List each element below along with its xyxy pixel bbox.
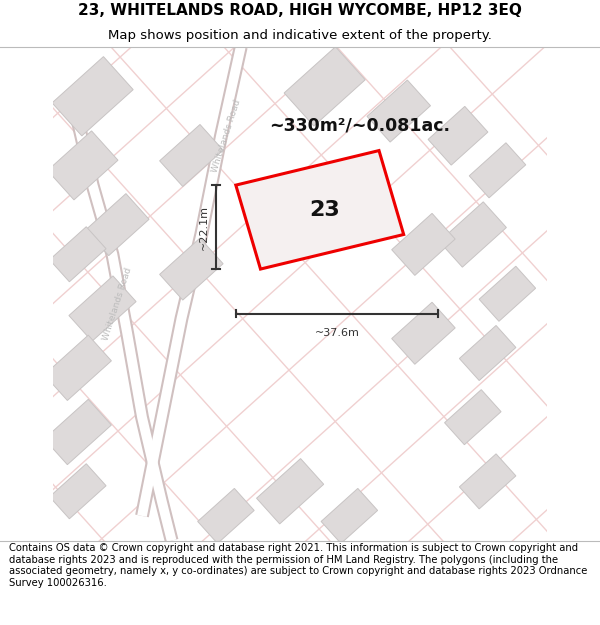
Text: 23: 23: [310, 200, 340, 220]
Polygon shape: [321, 488, 377, 544]
Polygon shape: [44, 335, 112, 401]
Text: ~22.1m: ~22.1m: [199, 204, 209, 249]
Text: ~37.6m: ~37.6m: [314, 328, 359, 338]
Polygon shape: [460, 454, 516, 509]
Text: 23, WHITELANDS ROAD, HIGH WYCOMBE, HP12 3EQ: 23, WHITELANDS ROAD, HIGH WYCOMBE, HP12 …: [78, 2, 522, 18]
Polygon shape: [197, 488, 254, 544]
Text: Whitelands Road: Whitelands Road: [210, 98, 242, 173]
Polygon shape: [479, 266, 536, 321]
Polygon shape: [44, 399, 112, 464]
Text: Whitelands Road: Whitelands Road: [101, 266, 133, 341]
Polygon shape: [428, 106, 488, 165]
Polygon shape: [160, 124, 223, 186]
Polygon shape: [439, 202, 506, 267]
Polygon shape: [47, 131, 118, 200]
Polygon shape: [160, 238, 223, 300]
Polygon shape: [236, 151, 404, 269]
Polygon shape: [284, 47, 365, 126]
Polygon shape: [86, 194, 149, 256]
Polygon shape: [445, 389, 501, 445]
Polygon shape: [469, 142, 526, 198]
Polygon shape: [367, 80, 430, 142]
Polygon shape: [392, 213, 455, 276]
Polygon shape: [69, 276, 136, 341]
Polygon shape: [50, 464, 106, 519]
Polygon shape: [257, 459, 324, 524]
Polygon shape: [460, 326, 516, 381]
Text: Contains OS data © Crown copyright and database right 2021. This information is : Contains OS data © Crown copyright and d…: [9, 543, 587, 588]
Polygon shape: [50, 227, 106, 282]
Polygon shape: [392, 302, 455, 364]
Text: Map shows position and indicative extent of the property.: Map shows position and indicative extent…: [108, 29, 492, 42]
Polygon shape: [52, 57, 133, 136]
Text: ~330m²/~0.081ac.: ~330m²/~0.081ac.: [269, 117, 450, 135]
